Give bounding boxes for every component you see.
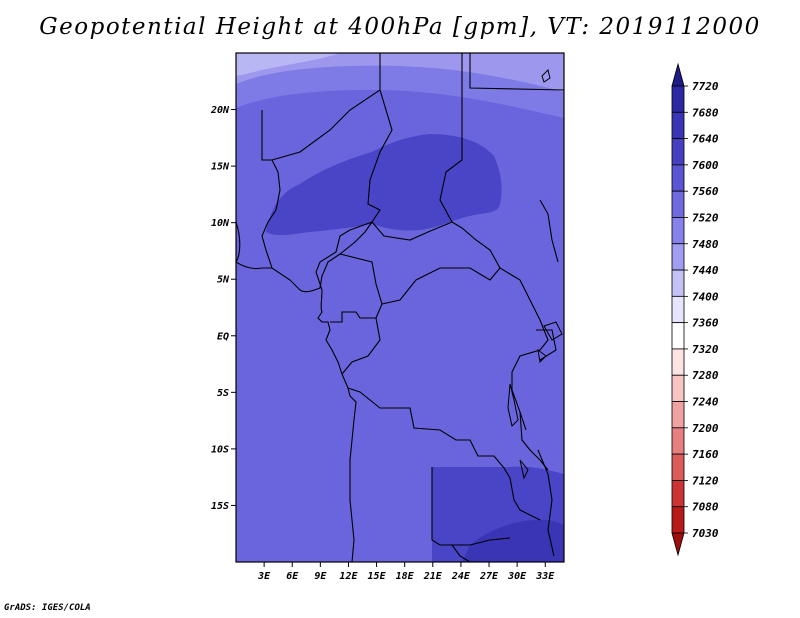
lon-tick-label: 24E	[451, 571, 471, 582]
lon-tick-label: 15E	[368, 571, 387, 582]
colorbar-swatch	[671, 480, 685, 508]
credit-label: GrADS: IGES/COLA	[4, 603, 91, 613]
lat-tick-label: 15S	[211, 501, 229, 512]
lat-tick-label: 10S	[211, 444, 229, 455]
colorbar-label: 7200	[692, 422, 719, 435]
colorbar-label: 7120	[692, 474, 719, 487]
field-band-7600-north	[266, 134, 502, 236]
border-malawi	[537, 449, 555, 557]
field-band-7640-south	[462, 519, 564, 562]
lake-tanganyika	[507, 383, 519, 427]
colorbar-label: 7600	[692, 159, 719, 172]
lake-victoria	[543, 321, 563, 341]
border-egypt-sudan	[469, 53, 564, 91]
colorbar-swatch	[671, 348, 685, 376]
colorbar-swatch	[671, 401, 685, 429]
latitude-axis: 20N 15N 10N 5N EQ 5S 10S 15S	[210, 105, 236, 512]
longitude-axis: 3E 6E 9E 12E 15E 18E 21E 24E 27E 30E 33E	[257, 562, 555, 582]
country-borders	[236, 53, 564, 562]
colorbar-swatch	[671, 295, 685, 324]
border-sahara	[261, 53, 381, 161]
lon-tick-label: 27E	[479, 571, 499, 582]
lon-tick-label: 3E	[257, 571, 271, 582]
border-botswana	[451, 544, 471, 562]
colorbar-swatch	[671, 243, 685, 271]
colorbar-label: 7240	[692, 396, 719, 409]
colorbar-label: 7320	[692, 343, 719, 356]
border-angola-drc	[347, 387, 541, 521]
colorbar-swatch	[671, 138, 685, 166]
lat-tick-label: 20N	[210, 105, 230, 116]
border-west-africa	[261, 159, 281, 269]
lon-tick-label: 12E	[339, 571, 358, 582]
colorbar-label: 7720	[692, 80, 719, 93]
colorbar-swatch	[671, 427, 685, 455]
border-congo-car	[375, 303, 383, 319]
colorbar-label: 7360	[692, 317, 719, 330]
colorbar-swatch	[671, 85, 685, 113]
colorbar-label: 7160	[692, 448, 719, 461]
border-uganda	[536, 329, 557, 361]
map-title: Geopotential Height at 400hPa [gpm], VT:…	[39, 14, 761, 40]
coastline-west	[317, 289, 357, 562]
colorbar-swatch	[671, 190, 685, 218]
colorbar-label: 7640	[692, 133, 719, 146]
colorbar: 7720 7680 7640 7600 7560 7520 7480 7440 7400 7360…	[671, 62, 719, 557]
lake-kivu	[537, 348, 547, 364]
colorbar-bottom-arrow	[671, 532, 685, 557]
lake-mweru	[519, 459, 529, 480]
colorbar-swatch	[671, 322, 685, 350]
colorbar-label: 7400	[692, 290, 719, 303]
lon-tick-label: 21E	[423, 571, 443, 582]
colorbar-swatch	[671, 111, 685, 139]
lat-tick-label: 15N	[211, 162, 230, 173]
colorbar-label: 7440	[692, 264, 719, 277]
colorbar-label: 7680	[692, 106, 719, 119]
map-frame	[235, 52, 565, 563]
colorbar-label: 7560	[692, 185, 719, 198]
lat-tick-label: EQ	[217, 331, 229, 342]
border-east-congo	[499, 267, 549, 431]
colorbar-swatch	[671, 374, 685, 402]
colorbar-swatch	[671, 217, 685, 245]
colorbar-swatch	[671, 164, 685, 192]
colorbar-label: 7030	[692, 527, 719, 540]
colorbar-swatch	[671, 506, 685, 534]
lon-tick-label: 18E	[396, 571, 415, 582]
border-car	[339, 221, 501, 305]
field-band-7480	[236, 53, 564, 92]
lat-tick-label: 5S	[217, 388, 229, 399]
lon-tick-label: 9E	[314, 571, 327, 582]
border-namibia-zambia	[431, 467, 511, 546]
border-sudan-ethiopia	[539, 199, 559, 263]
lat-tick-label: 5N	[217, 275, 230, 286]
colorbar-top-arrow	[671, 62, 685, 87]
lon-tick-label: 6E	[286, 571, 299, 582]
lon-tick-label: 33E	[535, 571, 555, 582]
colorbar-label: 7480	[692, 238, 719, 251]
colorbar-label: 7520	[692, 211, 719, 224]
lakes	[507, 69, 563, 480]
lon-tick-label: 30E	[507, 571, 527, 582]
colorbar-swatch	[671, 453, 685, 481]
lat-tick-label: 10N	[211, 218, 230, 229]
coastline-senegal	[236, 221, 241, 263]
coastline-guinea	[236, 221, 373, 293]
border-gabon-congo	[330, 311, 381, 375]
colorbar-swatch	[671, 269, 685, 297]
border-niger-nigeria	[367, 89, 393, 223]
colorbar-label: 7080	[692, 501, 719, 514]
colorbar-label: 7280	[692, 369, 719, 382]
border-cameroon-north	[315, 221, 373, 291]
field-band-7440	[236, 53, 340, 76]
map-field	[236, 53, 564, 562]
lake-nasser	[541, 69, 551, 83]
border-tanzania-zambia	[519, 411, 549, 471]
